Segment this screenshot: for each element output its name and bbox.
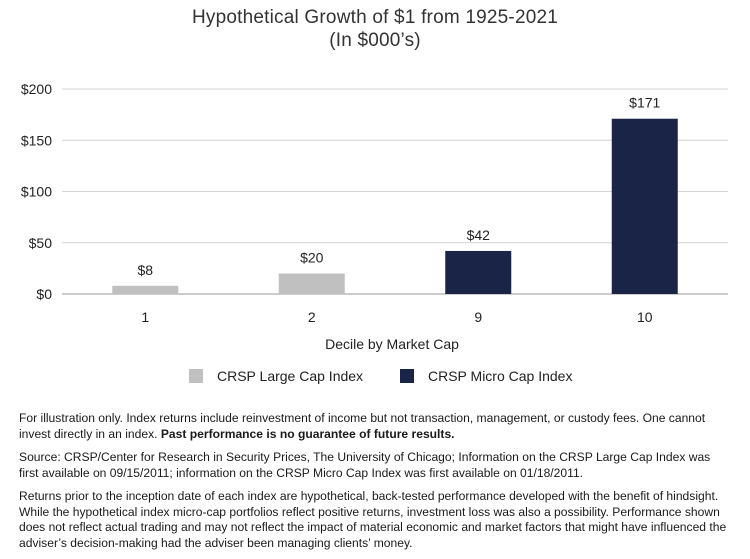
chart-title: Hypothetical Growth of $1 from 1925-2021… <box>0 6 750 52</box>
disclosure-notes: For illustration only. Index returns inc… <box>19 411 731 559</box>
legend-item-micro-cap: CRSP Micro Cap Index <box>400 368 572 384</box>
legend-swatch-large-cap <box>189 369 203 383</box>
note-source: Source: CRSP/Center for Research in Secu… <box>19 450 711 480</box>
bar-chart: $0 $50 $100 $150 $200 $8 1 $20 2 $42 9 $171 10 Decile… <box>21 81 728 352</box>
legend-label-large-cap: CRSP Large Cap Index <box>217 368 364 384</box>
y-tick-label: $0 <box>36 286 52 302</box>
bar <box>445 250 512 294</box>
chart-legend: CRSP Large Cap Index CRSP Micro Cap Inde… <box>0 368 750 388</box>
x-tick-label: 1 <box>141 309 149 325</box>
y-tick-label: $200 <box>21 81 52 97</box>
chart-title-line2: (In $000’s) <box>329 30 421 51</box>
y-tick-label: $50 <box>29 235 53 251</box>
legend-swatch-micro-cap <box>400 369 414 383</box>
legend-item-large-cap: CRSP Large Cap Index <box>189 368 363 384</box>
x-tick-label: 9 <box>474 309 482 325</box>
bar <box>278 273 345 294</box>
legend-label-micro-cap: CRSP Micro Cap Index <box>428 368 573 384</box>
x-axis-title: Decile by Market Cap <box>325 336 459 352</box>
note-illustration: For illustration only. Index returns inc… <box>19 411 731 442</box>
bar-data-label: $20 <box>300 250 324 266</box>
x-tick-label: 2 <box>308 309 316 325</box>
y-tick-label: $100 <box>21 184 52 200</box>
bar <box>611 118 678 294</box>
bar-data-label: $8 <box>137 262 153 278</box>
note-past-performance: Past performance is no guarantee of futu… <box>160 426 455 441</box>
bar-data-label: $171 <box>629 95 660 111</box>
chart-title-line1: Hypothetical Growth of $1 from 1925-2021 <box>191 7 559 28</box>
note-illustration-text: For illustration only. Index returns inc… <box>19 411 706 441</box>
bar-data-label: $42 <box>467 227 491 243</box>
x-tick-label: 10 <box>637 309 653 325</box>
bar <box>112 285 179 294</box>
note-hypothetical-returns: Returns prior to the inception date of e… <box>19 489 727 550</box>
y-tick-label: $150 <box>21 132 52 148</box>
